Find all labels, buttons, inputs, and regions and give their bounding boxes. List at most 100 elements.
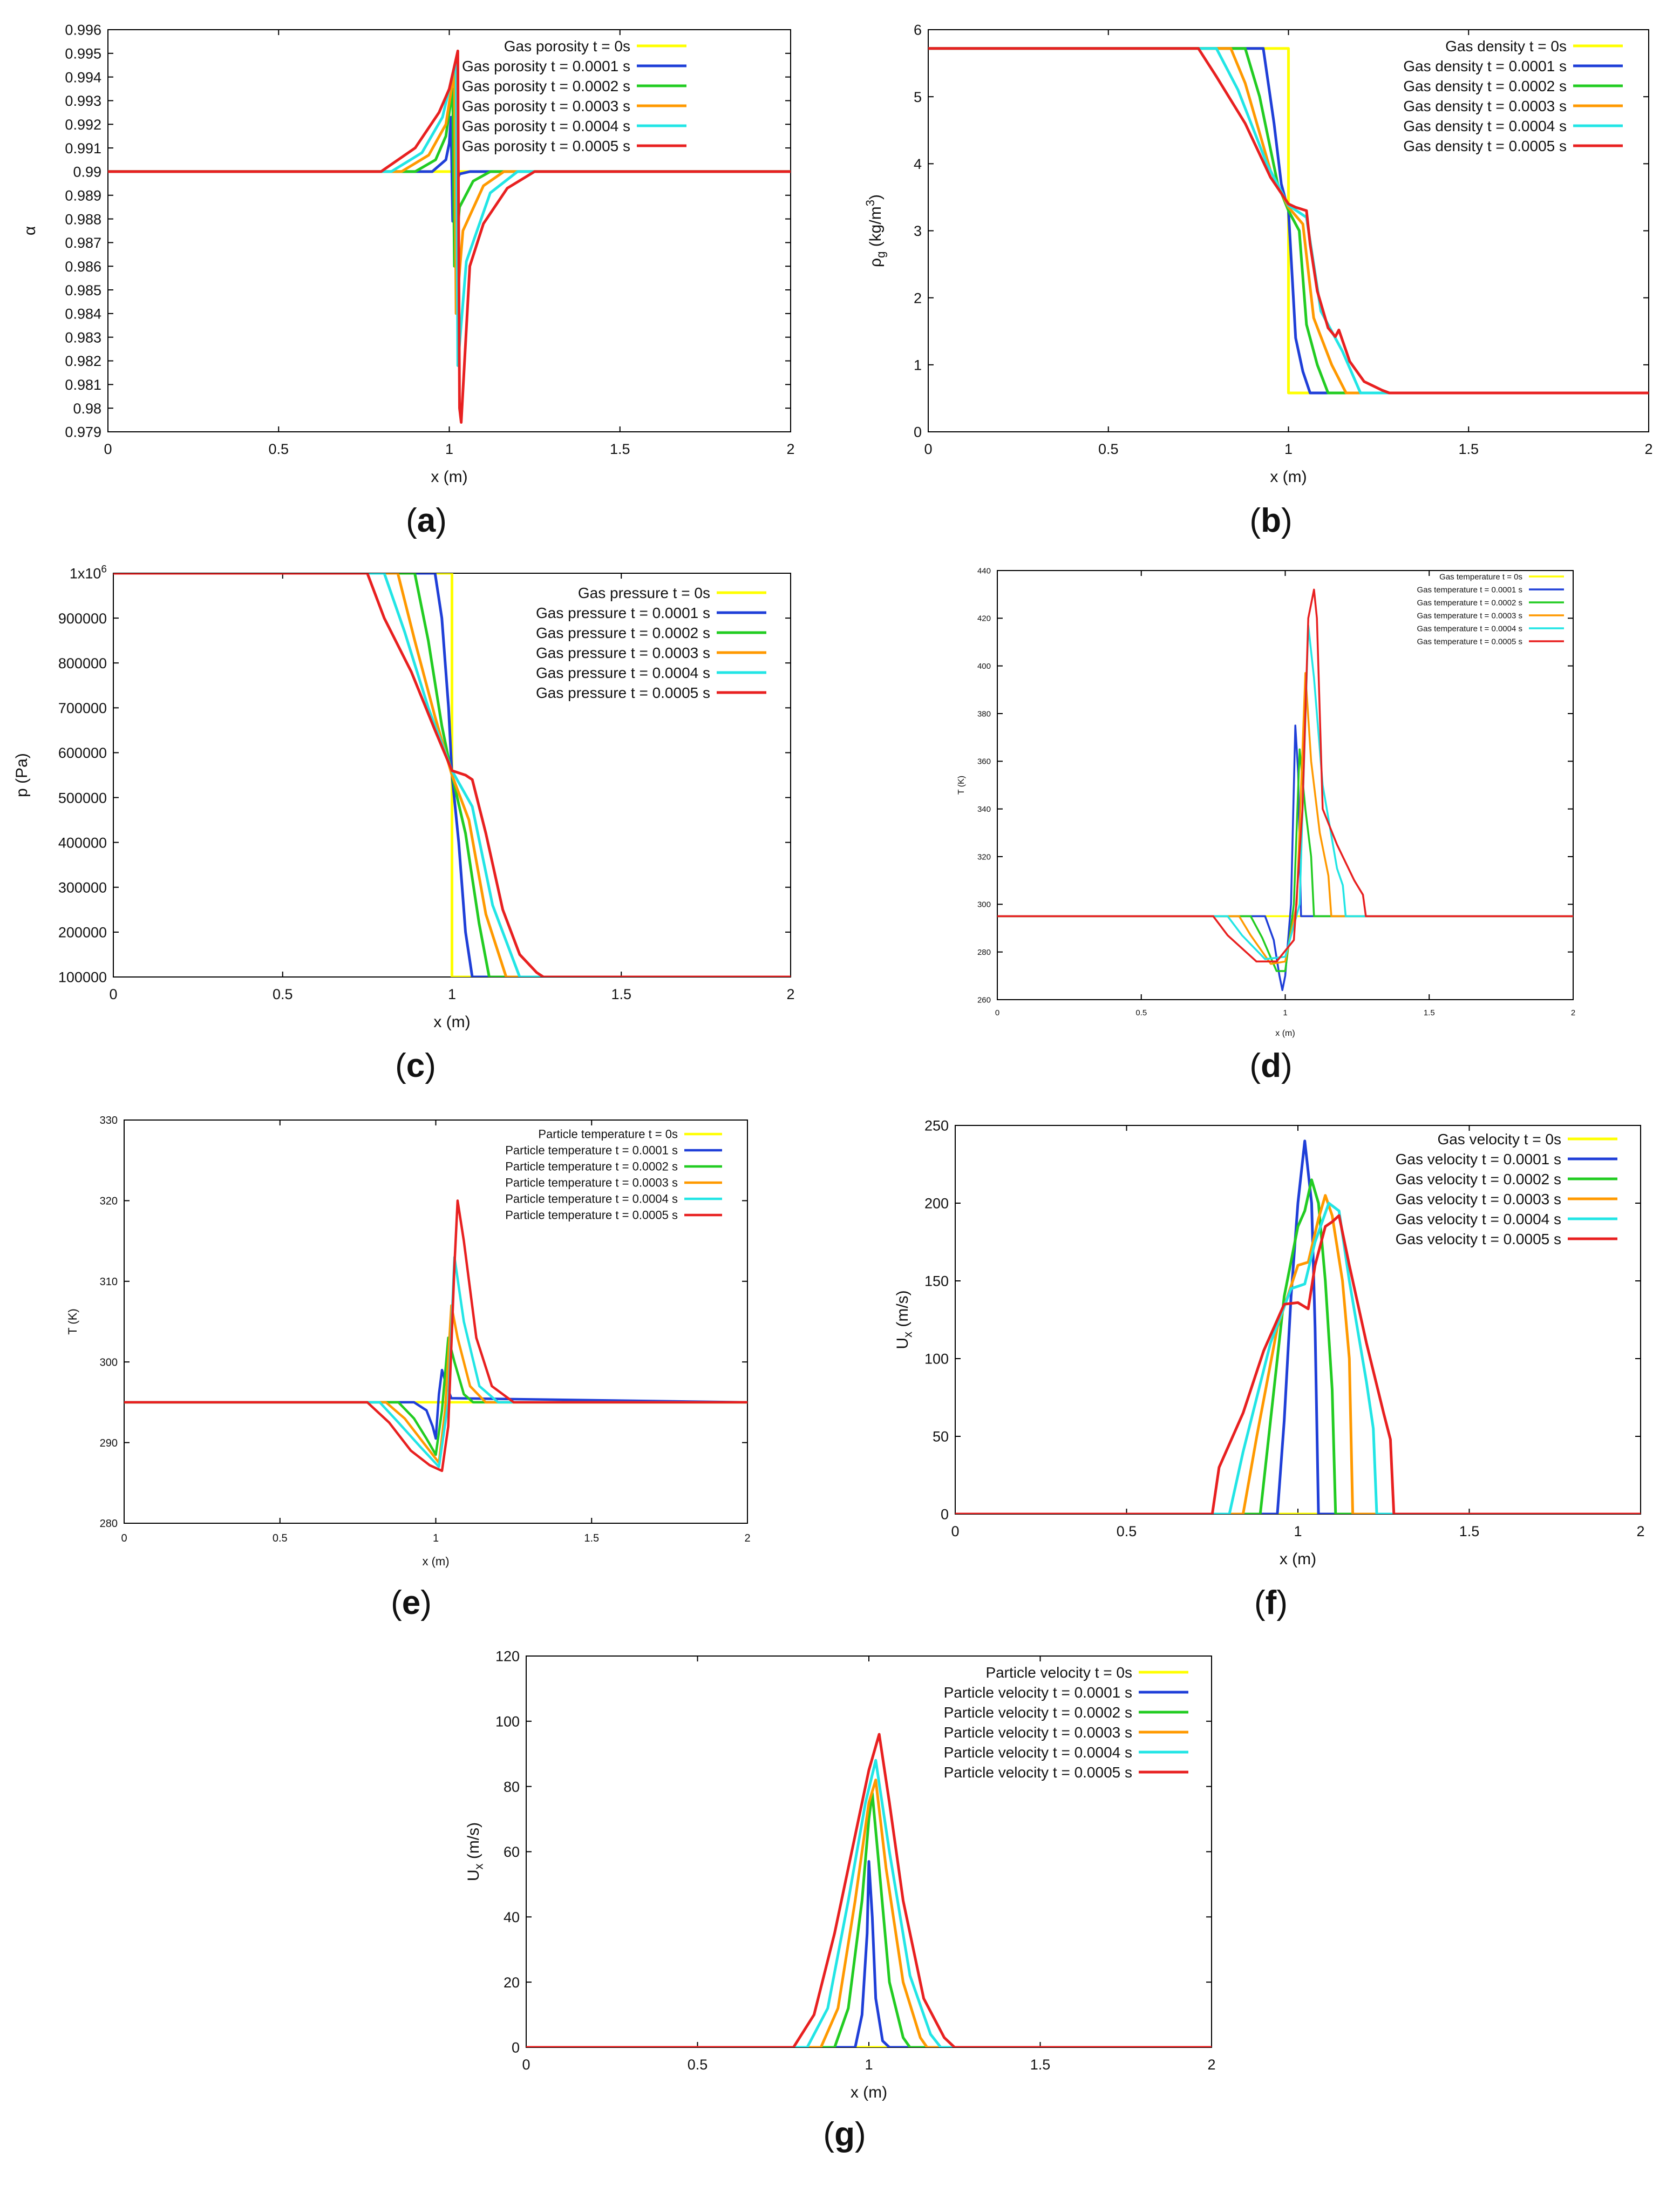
series-line-4 bbox=[955, 1202, 1641, 1514]
y-tick-label: 900000 bbox=[58, 610, 107, 627]
legend-entry-label: Gas pressure t = 0s bbox=[578, 585, 710, 601]
x-tick-label: 2 bbox=[1207, 2057, 1215, 2073]
legend-entry-label: Gas velocity t = 0.0003 s bbox=[1396, 1191, 1561, 1207]
y-tick-label: 400000 bbox=[58, 834, 107, 851]
legend-entry-label: Gas density t = 0s bbox=[1445, 38, 1567, 55]
legend-entry-label: Gas density t = 0.0003 s bbox=[1403, 98, 1567, 114]
legend-entry-label: Particle temperature t = 0s bbox=[538, 1128, 678, 1141]
y-tick-label: 0 bbox=[941, 1507, 949, 1523]
legend-entry-label: Gas temperature t = 0.0001 s bbox=[1417, 585, 1522, 594]
y-tick-label: 0.991 bbox=[65, 140, 101, 157]
x-tick-label: 0.5 bbox=[273, 1532, 288, 1544]
x-axis-label: x (m) bbox=[433, 1013, 470, 1031]
chart-panel-b: 0 0.5 1 1.5 2 0 1 2 3 4 5 6 x (m) ρg (kg/m3) Gas densi… bbox=[863, 22, 1653, 539]
series-line-5 bbox=[955, 1214, 1641, 1514]
y-tick-label: 800000 bbox=[58, 655, 107, 671]
legend-entry-label: Gas porosity t = 0.0002 s bbox=[462, 78, 630, 94]
panel-label: (c) bbox=[395, 1047, 436, 1084]
y-axis-label: ρg (kg/m3) bbox=[863, 194, 888, 267]
x-tick-label: 2 bbox=[1636, 1523, 1644, 1539]
x-tick-label: 0 bbox=[924, 441, 932, 457]
x-axis-label: x (m) bbox=[1280, 1550, 1316, 1568]
series-line-1 bbox=[955, 1139, 1641, 1514]
y-tick-label: 330 bbox=[100, 1115, 118, 1127]
panel-label: (b) bbox=[1249, 502, 1292, 539]
y-tick-label: 0.979 bbox=[65, 424, 101, 440]
y-tick-label: 290 bbox=[100, 1437, 118, 1449]
y-axis-label: T (K) bbox=[957, 776, 966, 795]
x-tick-label: 2 bbox=[1571, 1008, 1575, 1017]
series-line-5 bbox=[997, 588, 1573, 963]
x-tick-label: 0.5 bbox=[268, 441, 289, 457]
y-tick-label: 0.984 bbox=[65, 306, 101, 322]
legend-entry-label: Gas temperature t = 0s bbox=[1439, 572, 1522, 581]
chart-panel-e: 0 0.5 1 1.5 2 280 290 300 310 320 330 x (m) T (K) Par… bbox=[66, 1115, 751, 1621]
legend-entry-label: Gas temperature t = 0.0003 s bbox=[1417, 611, 1522, 620]
x-axis-label: x (m) bbox=[1270, 468, 1307, 486]
chart-panel-a: 0 0.5 1 1.5 2 0.979 0.98 0.981 0.982 0.983 0.984 0.… bbox=[21, 22, 795, 539]
y-tick-label: 0.988 bbox=[65, 211, 101, 227]
x-axis-label: x (m) bbox=[851, 2084, 887, 2101]
legend-entry-label: Particle velocity t = 0.0001 s bbox=[944, 1684, 1132, 1701]
y-tick-label: 420 bbox=[977, 614, 991, 623]
y-tick-label: 380 bbox=[977, 709, 991, 718]
x-tick-label: 2 bbox=[1644, 441, 1652, 457]
y-tick-label: 0.987 bbox=[65, 235, 101, 251]
x-tick-label: 2 bbox=[786, 441, 794, 457]
y-tick-label: 250 bbox=[924, 1118, 949, 1134]
legend-entry-label: Gas density t = 0.0002 s bbox=[1403, 78, 1567, 94]
y-tick-label: 360 bbox=[977, 757, 991, 766]
x-tick-label: 1 bbox=[1284, 441, 1293, 457]
chart-panel-c: 0 0.5 1 1.5 2 100000 200000 300000 400000 500000 6… bbox=[13, 564, 795, 1084]
series-line-3 bbox=[113, 573, 791, 977]
legend-entry-label: Gas porosity t = 0.0003 s bbox=[462, 98, 630, 114]
y-tick-label: 0.98 bbox=[73, 401, 101, 417]
y-tick-label: 600000 bbox=[58, 745, 107, 761]
y-tick-label: 2 bbox=[914, 290, 922, 306]
legend-entry-label: Gas temperature t = 0.0004 s bbox=[1417, 624, 1522, 633]
series-line-3 bbox=[124, 1304, 747, 1464]
y-tick-label: 280 bbox=[977, 948, 991, 957]
y-tick-label: 340 bbox=[977, 805, 991, 814]
legend-entry-label: Particle temperature t = 0.0003 s bbox=[505, 1176, 678, 1190]
x-axis-label: x (m) bbox=[422, 1555, 449, 1568]
panel-label: (f) bbox=[1254, 1584, 1288, 1621]
y-axis-label: p (Pa) bbox=[13, 753, 31, 797]
y-axis-label: Ux (m/s) bbox=[465, 1822, 486, 1881]
series-line-5 bbox=[124, 1199, 747, 1472]
y-tick-label: 300 bbox=[100, 1356, 118, 1368]
y-tick-label: 0.994 bbox=[65, 69, 101, 85]
series-line-3 bbox=[928, 47, 1649, 395]
x-tick-label: 1.5 bbox=[1424, 1008, 1435, 1017]
y-tick-label: 100 bbox=[495, 1714, 520, 1730]
legend-entry-label: Gas porosity t = 0s bbox=[504, 38, 630, 55]
x-tick-label: 1.5 bbox=[1459, 1523, 1480, 1539]
x-tick-label: 1.5 bbox=[1458, 441, 1479, 457]
y-tick-label: 320 bbox=[977, 852, 991, 861]
series-line-3 bbox=[526, 1779, 1212, 2047]
series-line-2 bbox=[124, 1336, 747, 1456]
legend-entry-label: Gas porosity t = 0.0005 s bbox=[462, 138, 630, 154]
series-line-4 bbox=[928, 47, 1649, 395]
y-tick-label: 0.992 bbox=[65, 117, 101, 133]
y-tick-label: 300 bbox=[977, 900, 991, 910]
y-tick-label: 0.99 bbox=[73, 164, 101, 180]
x-tick-label: 1.5 bbox=[584, 1532, 599, 1544]
x-axis-label: x (m) bbox=[431, 468, 467, 486]
y-tick-label: 0.995 bbox=[65, 46, 101, 62]
x-tick-label: 1.5 bbox=[610, 441, 630, 457]
chart-panel-d: 0 0.5 1 1.5 2 260 280 300 320 340 360 380 400 420 440 x… bbox=[957, 566, 1575, 1084]
legend-entry-label: Gas porosity t = 0.0004 s bbox=[462, 118, 630, 134]
x-tick-label: 0 bbox=[109, 986, 117, 1002]
legend-entry-label: Gas density t = 0.0005 s bbox=[1403, 138, 1567, 154]
series-line-2 bbox=[108, 87, 791, 268]
series-line-5 bbox=[108, 49, 791, 424]
legend-entry-label: Gas velocity t = 0.0002 s bbox=[1396, 1171, 1561, 1188]
legend-entry-label: Gas temperature t = 0.0002 s bbox=[1417, 598, 1522, 607]
x-tick-label: 2 bbox=[786, 986, 794, 1002]
y-tick-label: 280 bbox=[100, 1518, 118, 1530]
series-line-5 bbox=[113, 573, 791, 977]
series-line-3 bbox=[997, 672, 1573, 965]
y-tick-label: 6 bbox=[914, 22, 922, 38]
x-tick-label: 0 bbox=[522, 2057, 530, 2073]
